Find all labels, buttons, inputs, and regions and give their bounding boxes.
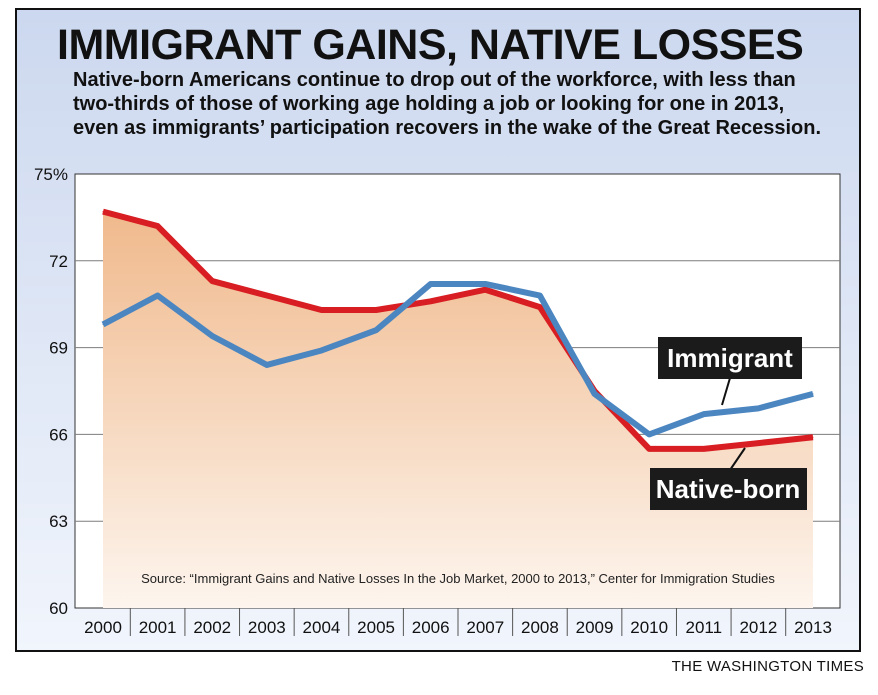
publisher-credit: THE WASHINGTON TIMES (671, 658, 864, 675)
x-tick-label: 2000 (84, 618, 122, 637)
y-tick-label: 60 (49, 599, 68, 618)
y-tick-label: 75% (34, 165, 68, 184)
immigrant-data-point (484, 283, 486, 285)
x-tick-label: 2002 (193, 618, 231, 637)
source-note: Source: “Immigrant Gains and Native Loss… (141, 571, 775, 586)
native-born-leader-line (729, 447, 746, 471)
immigrant-data-point (594, 393, 596, 395)
immigrant-data-point (757, 407, 759, 409)
immigrant-data-point (375, 329, 377, 331)
x-tick-label: 2001 (139, 618, 177, 637)
native-born-data-point (266, 295, 268, 297)
immigrant-data-point (703, 413, 705, 415)
native-born-data-point (320, 309, 322, 311)
native-born-data-point (812, 436, 814, 438)
native-born-data-point (648, 448, 650, 450)
x-tick-label: 2003 (248, 618, 286, 637)
native-born-data-point (375, 309, 377, 311)
native-born-data-point (757, 442, 759, 444)
native-born-data-point (539, 306, 541, 308)
y-tick-label: 72 (49, 252, 68, 271)
x-tick-label: 2010 (630, 618, 668, 637)
x-tick-label: 2007 (466, 618, 504, 637)
native-born-area-fill (103, 211, 813, 608)
native-born-data-point (703, 448, 705, 450)
y-axis-tick-labels: 75% 72 69 66 63 60 (34, 165, 68, 618)
immigrant-data-point (430, 283, 432, 285)
immigrant-data-point (266, 364, 268, 366)
x-tick-label: 2006 (412, 618, 450, 637)
immigrant-label-box (658, 337, 802, 379)
x-tick-label: 2012 (739, 618, 777, 637)
series-lines (101, 208, 814, 452)
immigrant-series-line (101, 280, 814, 438)
immigrant-label: Immigrant (667, 343, 793, 373)
chart-title: IMMIGRANT GAINS, NATIVE LOSSES (57, 21, 804, 69)
immigrant-data-point (812, 393, 814, 395)
native-born-data-point (430, 300, 432, 302)
immigrant-data-point (320, 349, 322, 351)
native-born-callout: Native-born (650, 447, 807, 510)
x-tick-label: 2011 (685, 618, 722, 637)
x-tick-label: 2009 (576, 618, 614, 637)
native-born-data-point (484, 289, 486, 291)
native-born-data-point (211, 280, 213, 282)
immigrant-data-point (539, 295, 541, 297)
immigrant-data-point (211, 335, 213, 337)
chart-subtitle: Native-born Americans continue to drop o… (73, 69, 822, 139)
x-tick-label: 2005 (357, 618, 395, 637)
x-tick-label: 2004 (303, 618, 341, 637)
x-tick-label: 2008 (521, 618, 559, 637)
y-tick-label: 63 (49, 512, 68, 531)
native-born-data-point (157, 225, 159, 227)
immigrant-data-point (157, 295, 159, 297)
immigrant-callout: Immigrant (658, 337, 802, 406)
native-born-series-line (102, 208, 814, 452)
x-tick-label: 2013 (794, 618, 832, 637)
immigrant-data-point (648, 433, 650, 435)
native-born-label-box (650, 468, 807, 510)
x-axis-tick-labels: 2000 2001 2002 2003 2004 2005 2006 2007 2008 2009… (84, 608, 832, 637)
y-tick-label: 66 (49, 425, 68, 444)
graphic-frame (15, 8, 861, 652)
native-born-label: Native-born (656, 474, 800, 504)
native-born-data-point (102, 211, 104, 213)
immigrant-leader-line (721, 377, 731, 406)
immigrant-data-point (102, 323, 104, 325)
y-tick-label: 69 (49, 339, 68, 358)
